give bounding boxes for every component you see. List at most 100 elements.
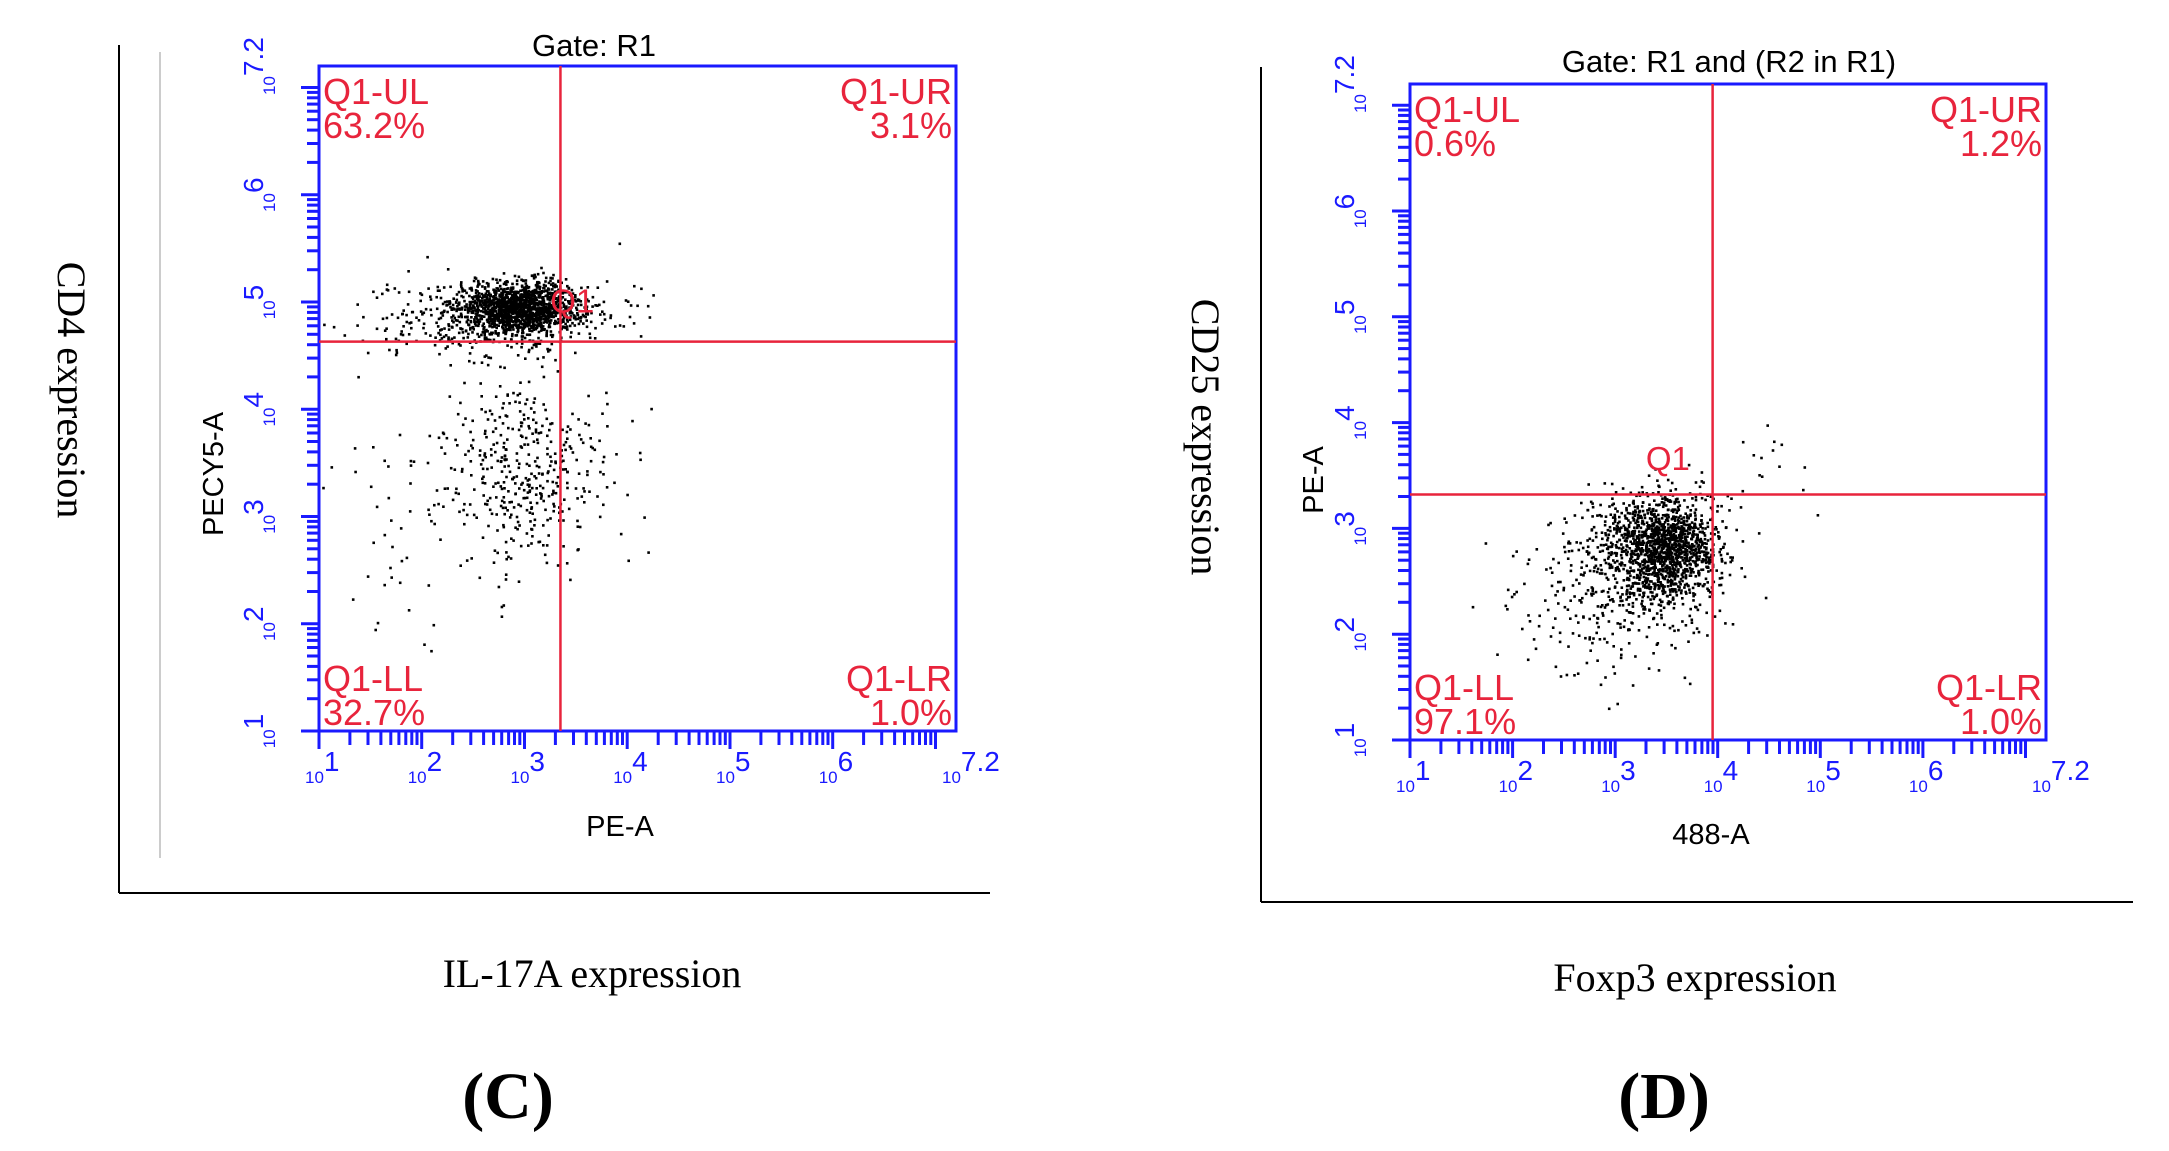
event-dot	[471, 331, 474, 334]
event-dot	[468, 300, 472, 304]
event-dot	[1621, 487, 1625, 490]
event-dot	[491, 318, 495, 321]
event-dot	[533, 306, 537, 310]
event-dot	[483, 287, 487, 290]
event-dot	[1642, 591, 1645, 595]
panel-c-gate-name: Q1	[550, 283, 594, 320]
event-dot	[498, 295, 501, 298]
event-dot	[1659, 554, 1663, 558]
event-dot	[1566, 608, 1570, 611]
event-dot	[580, 495, 584, 498]
event-dot	[566, 284, 569, 288]
event-dot	[518, 392, 522, 395]
event-dot	[1670, 509, 1673, 512]
event-dot	[519, 314, 522, 318]
event-dot	[483, 336, 487, 339]
event-dot	[1616, 521, 1620, 525]
event-dot	[481, 467, 485, 471]
event-dot	[574, 300, 578, 303]
event-dot	[510, 345, 513, 349]
event-dot	[1663, 555, 1667, 559]
event-dot	[456, 412, 460, 416]
event-dot	[1620, 562, 1624, 565]
event-dot	[1613, 528, 1616, 531]
event-dot	[615, 453, 618, 456]
event-dot	[485, 295, 488, 299]
event-dot	[492, 443, 495, 446]
event-dot	[646, 304, 650, 308]
event-dot	[1728, 509, 1731, 512]
event-dot	[543, 553, 547, 557]
event-dot	[1700, 496, 1704, 500]
event-dot	[486, 320, 489, 323]
event-dot	[549, 330, 553, 333]
event-dot	[485, 336, 488, 340]
event-dot	[1677, 500, 1680, 504]
event-dot	[487, 317, 491, 320]
event-dot	[1590, 586, 1594, 589]
event-dot	[505, 292, 509, 296]
event-dot	[1667, 508, 1670, 511]
event-dot	[520, 284, 524, 288]
event-dot	[458, 510, 461, 514]
event-dot	[579, 303, 583, 307]
event-dot	[1641, 534, 1644, 538]
event-dot	[1666, 595, 1669, 598]
event-dot	[1528, 620, 1532, 623]
event-dot	[523, 286, 526, 289]
event-dot	[1622, 536, 1625, 539]
event-dot	[525, 294, 528, 298]
event-dot	[1640, 485, 1644, 489]
event-dot	[542, 403, 545, 406]
event-dot	[1527, 558, 1531, 561]
event-dot	[459, 564, 462, 567]
event-dot	[470, 289, 474, 292]
event-dot	[1716, 504, 1720, 508]
event-dot	[1700, 560, 1704, 563]
panel-d-plot-frame	[1408, 82, 2048, 742]
event-dot	[542, 301, 546, 304]
event-dot	[405, 556, 409, 560]
event-dot	[523, 325, 527, 329]
event-dot	[1698, 551, 1702, 555]
event-dot	[1622, 567, 1625, 571]
event-dot	[598, 303, 601, 307]
event-dot	[1662, 501, 1666, 505]
event-dot	[517, 302, 521, 305]
y-tick-label: 104	[1329, 405, 1370, 440]
event-dot	[511, 300, 515, 303]
event-dot	[1567, 542, 1570, 545]
event-dot	[1655, 528, 1658, 532]
event-dot	[1643, 513, 1646, 517]
event-dot	[529, 291, 533, 294]
event-dot	[528, 327, 531, 331]
event-dot	[555, 306, 558, 309]
event-dot	[601, 412, 604, 415]
event-dot	[1630, 555, 1633, 558]
x-tick-label: 101	[1396, 755, 1431, 796]
event-dot	[494, 395, 498, 398]
event-dot	[1588, 617, 1591, 621]
event-dot	[568, 324, 572, 328]
event-dot	[545, 561, 549, 565]
event-dot	[323, 323, 326, 327]
event-dot	[1599, 503, 1602, 507]
event-dot	[609, 314, 613, 317]
event-dot	[510, 290, 514, 293]
panel-c-channel-xlabel: PE-A	[586, 811, 654, 843]
event-dot	[579, 317, 582, 320]
event-dot	[613, 481, 616, 485]
event-dot	[574, 487, 578, 490]
event-dot	[1651, 536, 1654, 540]
event-dot	[497, 308, 501, 312]
event-dot	[503, 312, 507, 316]
event-dot	[1552, 557, 1555, 561]
event-dot	[533, 475, 536, 478]
event-dot	[511, 320, 514, 323]
event-dot	[1650, 524, 1653, 528]
event-dot	[599, 313, 602, 316]
event-dot	[488, 332, 491, 336]
event-dot	[537, 472, 541, 475]
